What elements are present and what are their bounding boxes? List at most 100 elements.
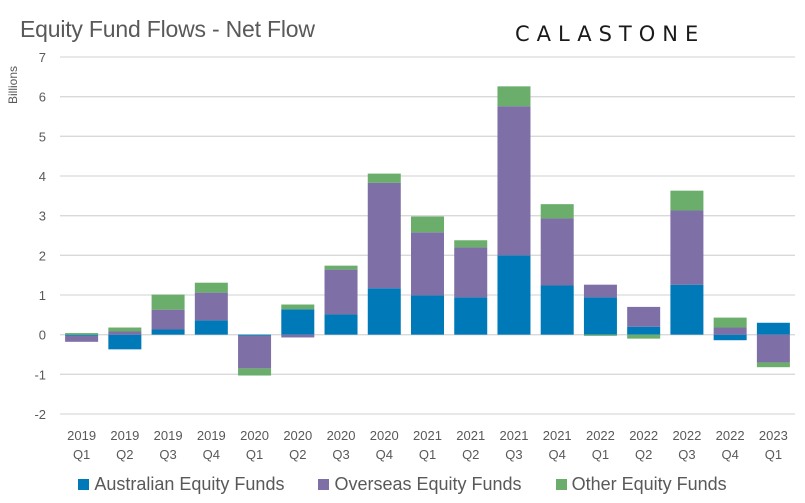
bar-segment-other-equity-funds	[151, 294, 185, 310]
bar-segment-australian-equity-funds	[281, 309, 315, 335]
x-tick-label-quarter: Q3	[505, 447, 522, 462]
x-tick-label-quarter: Q2	[116, 447, 133, 462]
calastone-logo: CALASTONE	[515, 22, 706, 46]
chart-title: Equity Fund Flows - Net Flow	[20, 16, 315, 42]
x-tick-label-year: 2020	[370, 428, 399, 443]
y-tick-label: 3	[39, 209, 46, 224]
bar-segment-overseas-equity-funds	[108, 331, 142, 335]
bar-segment-overseas-equity-funds	[713, 327, 747, 335]
x-tick-label-year: 2023	[759, 428, 788, 443]
bar-segment-overseas-equity-funds	[454, 247, 488, 298]
legend-label: Other Equity Funds	[571, 474, 727, 494]
legend-label: Overseas Equity Funds	[334, 474, 522, 494]
x-tick-label-quarter: Q3	[159, 447, 176, 462]
legend-swatch	[78, 479, 90, 490]
bar-segment-other-equity-funds	[583, 334, 617, 336]
bar-segment-overseas-equity-funds	[497, 106, 531, 256]
x-tick-label-quarter: Q4	[203, 447, 220, 462]
x-tick-label-quarter: Q4	[376, 447, 393, 462]
x-axis-ticks: 2019 Q1 2019 Q2 2019 Q3 2019 Q4 2020 Q1 2020 Q2 2020…	[67, 428, 788, 462]
bar-segment-other-equity-funds	[454, 240, 488, 248]
bar-segment-overseas-equity-funds	[540, 218, 574, 286]
bar-segment-overseas-equity-funds	[367, 182, 401, 289]
bar-segment-other-equity-funds	[324, 265, 358, 270]
x-tick-label-year: 2019	[197, 428, 226, 443]
x-tick-label-quarter: Q1	[765, 447, 782, 462]
bar-segment-other-equity-funds	[367, 173, 401, 183]
bar-segment-australian-equity-funds	[324, 314, 358, 335]
x-tick-label-year: 2020	[283, 428, 312, 443]
bar-segment-overseas-equity-funds	[238, 335, 272, 369]
bar-segment-australian-equity-funds	[454, 297, 488, 335]
bar-segment-australian-equity-funds	[627, 326, 661, 335]
bar-segment-australian-equity-funds	[65, 334, 99, 336]
bar-segment-overseas-equity-funds	[65, 335, 99, 342]
legend-item: Overseas Equity Funds	[318, 474, 522, 495]
x-tick-label-year: 2019	[110, 428, 139, 443]
x-tick-label-quarter: Q1	[419, 447, 436, 462]
bar-segment-australian-equity-funds	[583, 297, 617, 335]
bar-segment-other-equity-funds	[411, 216, 444, 233]
y-axis-ticks: 7 6 5 4 3 2 1 0 -1 -2	[34, 50, 46, 422]
x-tick-label-year: 2022	[629, 428, 658, 443]
bar-segment-other-equity-funds	[540, 204, 574, 219]
x-tick-label-quarter: Q4	[721, 447, 738, 462]
bar-segment-other-equity-funds	[756, 362, 790, 368]
x-tick-label-quarter: Q1	[73, 447, 90, 462]
bar-segment-australian-equity-funds	[194, 320, 228, 335]
bar-segment-overseas-equity-funds	[756, 334, 790, 363]
x-tick-label-year: 2021	[456, 428, 485, 443]
bar-segment-australian-equity-funds	[756, 322, 790, 335]
x-tick-label-quarter: Q4	[549, 447, 566, 462]
bar-segment-australian-equity-funds	[411, 295, 444, 335]
y-tick-label: 5	[39, 129, 46, 144]
x-tick-label-year: 2022	[716, 428, 745, 443]
legend-item: Other Equity Funds	[555, 474, 727, 495]
bar-segment-other-equity-funds	[281, 304, 315, 310]
x-tick-label-year: 2022	[586, 428, 615, 443]
bar-segment-australian-equity-funds	[151, 329, 185, 335]
bar-segment-other-equity-funds	[65, 333, 99, 335]
y-tick-label: 7	[39, 50, 46, 65]
y-tick-label: -1	[34, 367, 46, 382]
bars	[65, 86, 790, 376]
x-tick-label-quarter: Q2	[635, 447, 652, 462]
bar-segment-australian-equity-funds	[540, 285, 574, 335]
x-tick-label-quarter: Q3	[332, 447, 349, 462]
x-tick-label-year: 2021	[543, 428, 572, 443]
x-tick-label-quarter: Q1	[246, 447, 263, 462]
y-tick-label: 6	[39, 90, 46, 105]
bar-segment-australian-equity-funds	[713, 334, 747, 341]
stacked-bar-chart: 7 6 5 4 3 2 1 0 -1 -2 2019 Q1 2019 Q2 2019 Q3 2019 Q4 202…	[34, 50, 795, 462]
bar-segment-other-equity-funds	[627, 334, 661, 339]
bar-segment-overseas-equity-funds	[670, 210, 704, 285]
bar-segment-overseas-equity-funds	[411, 232, 444, 296]
bar-segment-overseas-equity-funds	[194, 292, 228, 321]
bar-segment-overseas-equity-funds	[583, 284, 617, 298]
bar-segment-other-equity-funds	[238, 368, 272, 376]
bar-segment-overseas-equity-funds	[151, 309, 185, 330]
x-tick-label-quarter: Q2	[289, 447, 306, 462]
bar-segment-overseas-equity-funds	[324, 269, 358, 315]
y-tick-label: 4	[39, 169, 46, 184]
bar-segment-australian-equity-funds	[367, 288, 401, 335]
y-tick-label: 0	[39, 328, 46, 343]
x-tick-label-quarter: Q3	[678, 447, 695, 462]
bar-segment-australian-equity-funds	[497, 255, 531, 335]
x-tick-label-year: 2021	[413, 428, 442, 443]
bar-segment-other-equity-funds	[108, 327, 142, 332]
x-tick-label-quarter: Q1	[592, 447, 609, 462]
bar-segment-other-equity-funds	[497, 86, 531, 107]
legend-swatch	[318, 479, 330, 490]
bar-segment-other-equity-funds	[670, 190, 704, 211]
x-tick-label-quarter: Q2	[462, 447, 479, 462]
bar-segment-overseas-equity-funds	[627, 306, 661, 327]
bar-segment-other-equity-funds	[713, 317, 747, 328]
y-tick-label: 2	[39, 248, 46, 263]
x-tick-label-year: 2021	[500, 428, 529, 443]
x-tick-label-year: 2020	[240, 428, 269, 443]
bar-segment-overseas-equity-funds	[281, 334, 315, 338]
legend-item: Australian Equity Funds	[78, 474, 284, 495]
legend-label: Australian Equity Funds	[94, 474, 285, 494]
y-tick-label: 1	[39, 288, 46, 303]
